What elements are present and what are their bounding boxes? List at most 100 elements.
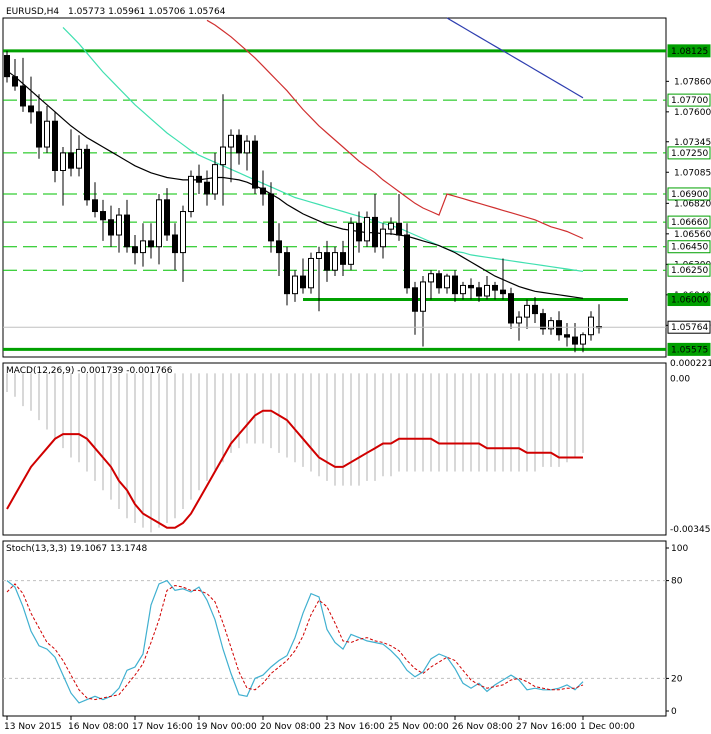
- stoch-panel: 100 80 20 0: [3, 544, 688, 717]
- candle-body: [220, 146, 226, 166]
- price-tick-label: 1.06560: [674, 230, 711, 240]
- candle-body: [180, 211, 186, 254]
- candle-body: [76, 148, 82, 169]
- candle: [484, 276, 490, 300]
- stoch-tick-label: 0: [671, 707, 677, 717]
- level-label-box: [667, 293, 711, 307]
- candle-body: [444, 275, 450, 289]
- chart-header: EURUSD,H4 1.05773 1.05961 1.05706 1.0576…: [6, 7, 226, 17]
- candle-body: [12, 76, 18, 87]
- candle: [172, 223, 178, 271]
- level-label-box: [667, 187, 711, 201]
- level-label: 1.06900: [671, 190, 708, 200]
- candle: [348, 217, 354, 271]
- candle: [436, 270, 442, 294]
- candle-body: [436, 273, 442, 289]
- level-label-box: [667, 215, 711, 229]
- macd-header: MACD(12,26,9) -0.001739 -0.001766: [6, 366, 173, 376]
- stoch-tick-label: 20: [671, 674, 683, 684]
- macd-signal-line: [6, 409, 583, 529]
- candle-body: [148, 240, 154, 248]
- level-label: 1.06250: [671, 266, 708, 276]
- candle-body: [404, 234, 410, 289]
- candle: [580, 332, 586, 353]
- candle: [116, 208, 122, 253]
- candle-body: [52, 120, 58, 171]
- candle-body: [4, 55, 10, 78]
- price-tick-label: 1.07860: [674, 77, 711, 87]
- candle-body: [564, 334, 570, 338]
- candle: [356, 211, 362, 253]
- candle-body: [92, 199, 98, 213]
- candle: [588, 311, 594, 341]
- candle-body: [316, 252, 322, 259]
- candle: [36, 94, 42, 159]
- candle-body: [228, 134, 234, 148]
- time-tick-label: 1 Dec 00:00: [580, 722, 635, 732]
- candle-body: [292, 275, 298, 295]
- level-label: 1.06000: [671, 296, 708, 306]
- candle-body: [100, 211, 106, 221]
- current-price-label: 1.05764: [671, 323, 708, 333]
- candle-body: [380, 228, 386, 248]
- level-label: 1.06450: [671, 243, 708, 253]
- candle: [212, 152, 218, 200]
- candle: [12, 59, 18, 91]
- candle-body: [572, 336, 578, 345]
- candle-body: [476, 287, 482, 297]
- candle: [316, 246, 322, 312]
- time-tick-label: 13 Nov 2015: [4, 722, 62, 732]
- candle: [556, 311, 562, 341]
- time-tick-label: 26 Nov 08:00: [452, 722, 513, 732]
- candle: [20, 57, 26, 112]
- candle: [332, 246, 338, 277]
- candle: [508, 287, 514, 329]
- candle-body: [484, 284, 490, 297]
- candle: [76, 135, 82, 177]
- candle: [452, 270, 458, 302]
- candle-body: [188, 175, 194, 213]
- candle-body: [412, 287, 418, 312]
- candle-body: [420, 281, 426, 312]
- candle: [44, 105, 50, 153]
- candle: [564, 322, 570, 347]
- candle-body: [124, 214, 130, 248]
- candle: [468, 278, 474, 300]
- candle: [460, 281, 466, 300]
- candle-body: [60, 152, 66, 171]
- candle-body: [164, 199, 170, 236]
- candle: [68, 129, 74, 177]
- price-panel: 1.07860 1.07600 1.07345 1.07085 1.06820 1.065…: [3, 17, 711, 356]
- price-tick-label: 1.07600: [674, 108, 711, 118]
- candle: [404, 223, 410, 294]
- candle-body: [36, 111, 42, 148]
- level-label: 1.07700: [671, 96, 708, 106]
- time-tick-label: 20 Nov 08:00: [260, 722, 321, 732]
- candle-body: [540, 313, 546, 330]
- candle-body: [516, 316, 522, 324]
- candle-body: [276, 240, 282, 254]
- macd-panel-frame: [2, 362, 667, 536]
- candle: [284, 246, 290, 306]
- candle: [148, 223, 154, 259]
- candle-body: [28, 105, 34, 113]
- moving-average-line: [206, 19, 584, 240]
- candle-body: [156, 199, 162, 248]
- candle-body: [308, 257, 314, 289]
- candle-body: [84, 148, 90, 201]
- candle-body: [260, 187, 266, 195]
- candle-body: [452, 275, 458, 295]
- candle: [276, 223, 282, 277]
- candle: [92, 182, 98, 218]
- candle: [500, 258, 506, 300]
- moving-average-line: [446, 17, 584, 99]
- candle: [476, 281, 482, 302]
- candle-body: [172, 234, 178, 254]
- candle: [388, 217, 394, 236]
- level-label-box: [667, 93, 711, 107]
- candle: [516, 311, 522, 341]
- candle-body: [300, 275, 306, 289]
- candle-body: [364, 216, 370, 242]
- price-panel-frame: [2, 17, 667, 358]
